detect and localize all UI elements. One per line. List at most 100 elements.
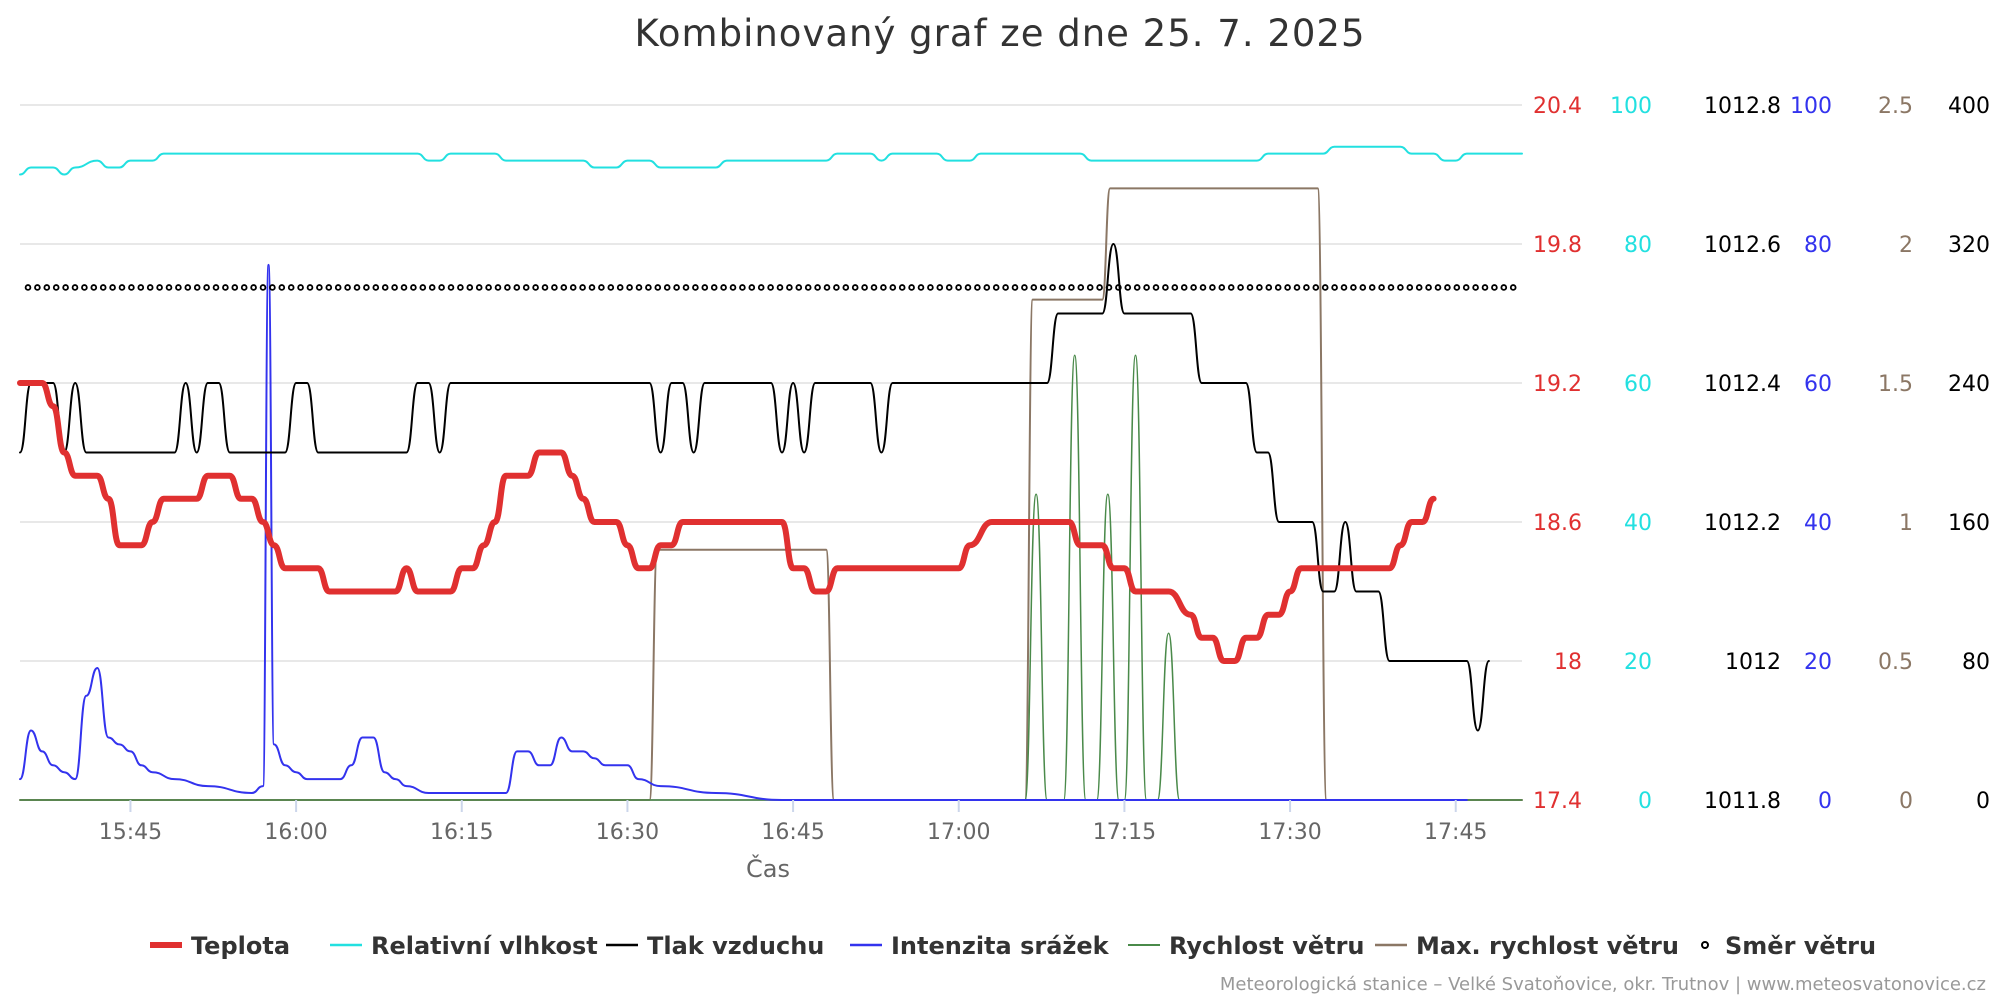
legend-item-label[interactable]: Max. rychlost větru [1416,932,1679,960]
legend-item-label[interactable]: Intenzita srážek [891,932,1110,960]
wind-direction-point [1218,284,1226,291]
y-axis-rain-label: 100 [1790,94,1832,119]
wind-direction-point [654,284,662,291]
wind-direction-point [1002,284,1009,291]
wind-direction-point [419,284,427,291]
wind-direction-point [748,284,756,291]
wind-direction-point [1340,284,1348,291]
wind-direction-point [560,284,568,291]
y-axis-dir-label: 320 [1948,233,1990,258]
y-axis-press-label: 1011.8 [1704,789,1781,814]
wind-direction-point [1011,284,1019,291]
x-tick-label: 17:30 [1258,820,1321,845]
wind-direction-point [889,284,897,291]
wind-direction-point [1124,284,1132,291]
y-axis-hum-label: 100 [1610,94,1652,119]
legend-item-label[interactable]: Teplota [191,932,290,960]
wind-direction-point [62,284,69,291]
wind-direction-point [1068,284,1075,291]
wind-direction-point [52,284,60,291]
wind-direction-point [1152,284,1160,291]
wind-direction-point [184,284,192,291]
wind-direction-point [269,284,276,291]
y-axis-wind-label: 2.5 [1878,94,1913,119]
wind-direction-point [880,284,887,291]
legend-item-label[interactable]: Tlak vzduchu [647,932,824,960]
wind-direction-point [1133,284,1141,291]
wind-direction-point [203,284,210,291]
wind-direction-point [109,284,116,291]
wind-direction-point [137,284,145,291]
wind-direction-point [908,284,915,291]
wind-direction-point [353,284,361,291]
wind-direction-point [334,284,342,291]
wind-direction-point [240,284,248,291]
wind-direction-point [1180,284,1188,291]
wind-direction-point [1143,284,1150,291]
wind-direction-point [457,284,464,291]
y-axis-temp-label: 20.4 [1533,94,1582,119]
wind-direction-point [475,284,483,291]
wind-direction-point [1021,284,1028,291]
wind-direction-point [569,284,577,291]
chart-credits: Meteorologická stanice – Velké Svatoňovi… [1220,974,1986,995]
wind-direction-point [287,284,295,291]
x-tick-label: 17:00 [927,820,990,845]
wind-direction-point [851,284,859,291]
wind-direction-point [1265,284,1273,291]
wind-direction-point [1274,284,1282,291]
legend-item-label[interactable]: Relativní vlhkost [371,932,598,960]
wind-direction-point [1387,284,1395,291]
wind-direction-point [795,284,803,291]
wind-direction-point [1453,284,1461,291]
wind-direction-point [767,284,774,291]
legend-symbol [1701,941,1709,949]
y-axis-hum-label: 20 [1624,650,1652,675]
wind-direction-point [701,284,709,291]
wind-direction-point [927,284,934,291]
wind-direction-point [1039,284,1047,291]
wind-direction-point [814,284,821,291]
wind-direction-point [372,284,380,291]
y-axis-dir-label: 400 [1948,94,1990,119]
wind-direction-point [1462,284,1470,291]
wind-direction-point [504,284,511,291]
wind-direction-point [325,284,333,291]
wind-direction-point [193,284,201,291]
wind-direction-point [259,284,267,291]
wind-direction-point [1115,284,1122,291]
series-layer [17,145,1523,802]
wind-direction-point [1491,284,1498,291]
series-line [19,263,1468,802]
wind-direction-point [710,284,718,291]
wind-direction-point [626,284,633,291]
wind-direction-point [522,284,530,291]
wind-direction-point [1030,284,1038,291]
wind-direction-point [1481,284,1489,291]
x-tick-label: 16:45 [761,820,824,845]
wind-direction-point [983,284,991,291]
wind-direction-point [823,284,831,291]
wind-direction-point [551,284,558,291]
wind-direction-point [297,284,304,291]
wind-direction-point [532,284,539,291]
wind-direction-point [945,284,953,291]
y-axis-dir-label: 80 [1962,650,1990,675]
wind-direction-point [1425,284,1432,291]
wind-direction-point [757,284,765,291]
wind-direction-point [1472,284,1479,291]
wind-direction-point [128,284,135,291]
legend-item-label[interactable]: Rychlost větru [1169,932,1365,960]
wind-direction-point [212,284,220,291]
x-tick-label: 17:45 [1424,820,1487,845]
x-tick-label: 16:30 [596,820,659,845]
wind-direction-point [222,284,229,291]
wind-direction-point [1509,284,1517,291]
wind-direction-point [1378,284,1385,291]
y-axis-wind-label: 2 [1899,233,1913,258]
wind-direction-point [804,284,812,291]
wind-direction-point [118,284,126,291]
legend-item-label[interactable]: Směr větru [1725,932,1876,960]
wind-direction-point [1434,284,1442,291]
wind-direction-point [579,284,586,291]
